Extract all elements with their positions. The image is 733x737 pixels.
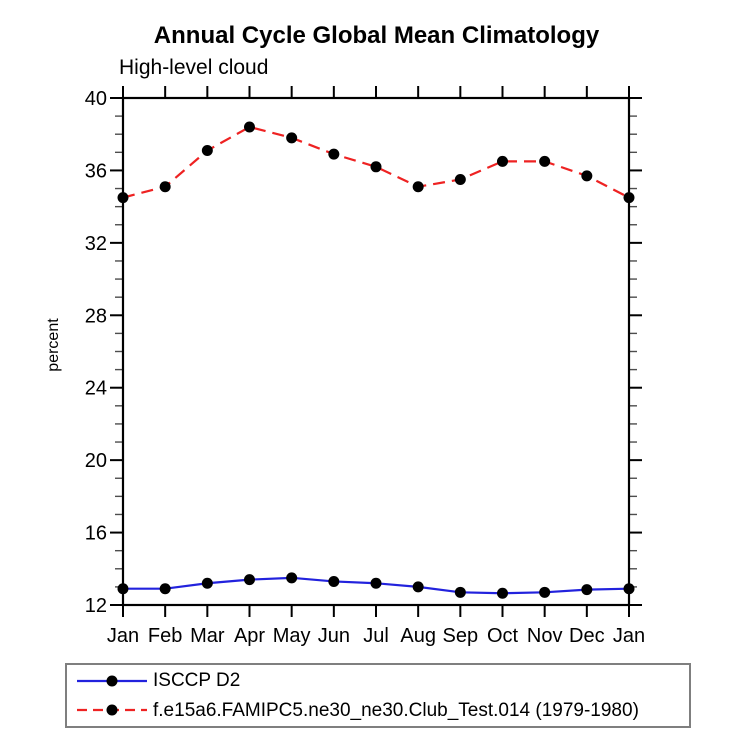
series-marker [454,173,466,185]
y-axis-tick-label: 36 [85,160,107,182]
x-axis-tick-label: Feb [148,625,182,647]
legend-marker-icon [106,704,118,716]
x-axis-tick-label: Apr [234,625,265,647]
series-marker [412,181,424,193]
legend-label: f.e15a6.FAMIPC5.ne30_ne30.Club_Test.014 … [153,699,639,721]
legend-box: ISCCP D2 f.e15a6.FAMIPC5.ne30_ne30.Club_T… [65,663,691,728]
series-marker [117,583,129,595]
series-marker [497,587,508,599]
series-marker [370,577,382,589]
series-marker [370,161,382,173]
dashed-line-sample-icon [77,704,147,716]
x-axis-tick-label: Nov [527,625,563,647]
x-axis-tick-label: Mar [190,625,225,647]
chart-title: Annual Cycle Global Mean Climatology [153,22,600,49]
series-marker [623,192,635,204]
y-axis-tick-label: 12 [85,595,107,617]
series-marker [539,586,551,598]
series-marker [117,192,129,204]
series-marker [454,586,466,598]
x-axis-tick-label: Jan [613,625,645,647]
series-marker [286,132,298,144]
legend-item: f.e15a6.FAMIPC5.ne30_ne30.Club_Test.014 … [73,697,689,724]
solid-line-sample-icon [77,675,147,687]
plot-frame [121,96,631,607]
series-marker [581,170,593,182]
x-axis-tick-label: Jun [318,625,350,647]
x-axis-tick-label: May [273,625,311,647]
series-marker [159,181,171,193]
y-axis-tick-label: 24 [85,378,107,400]
legend-label: ISCCP D2 [153,670,241,692]
y-axis-tick-label: 32 [85,233,107,255]
series-marker [581,584,593,596]
series-marker [286,572,298,584]
legend-item: ISCCP D2 [73,667,689,694]
series-marker [412,581,424,593]
y-axis-tick-label: 16 [85,523,107,545]
series-marker [328,148,340,160]
x-axis-tick-label: Oct [487,625,519,647]
series-marker [539,155,551,167]
series-marker [201,145,213,157]
x-axis-tick-label: Dec [569,625,605,647]
x-axis-tick-label: Jan [107,625,139,647]
y-axis-tick-label: 20 [85,450,107,472]
x-axis-tick-label: Jul [363,625,389,647]
x-axis-tick-label: Aug [400,625,436,647]
x-axis-tick-label: Sep [443,625,479,647]
series-marker [201,577,213,589]
series-marker [497,155,508,167]
y-axis-tick-label: 40 [85,88,107,110]
series-marker [244,574,255,586]
series-marker [328,575,340,587]
chart-subtitle: High-level cloud [119,56,269,79]
y-axis-tick-label: 28 [85,305,107,327]
legend-marker-icon [106,675,118,687]
series-marker [623,583,635,595]
series-marker [159,583,171,595]
series-marker [244,121,255,133]
